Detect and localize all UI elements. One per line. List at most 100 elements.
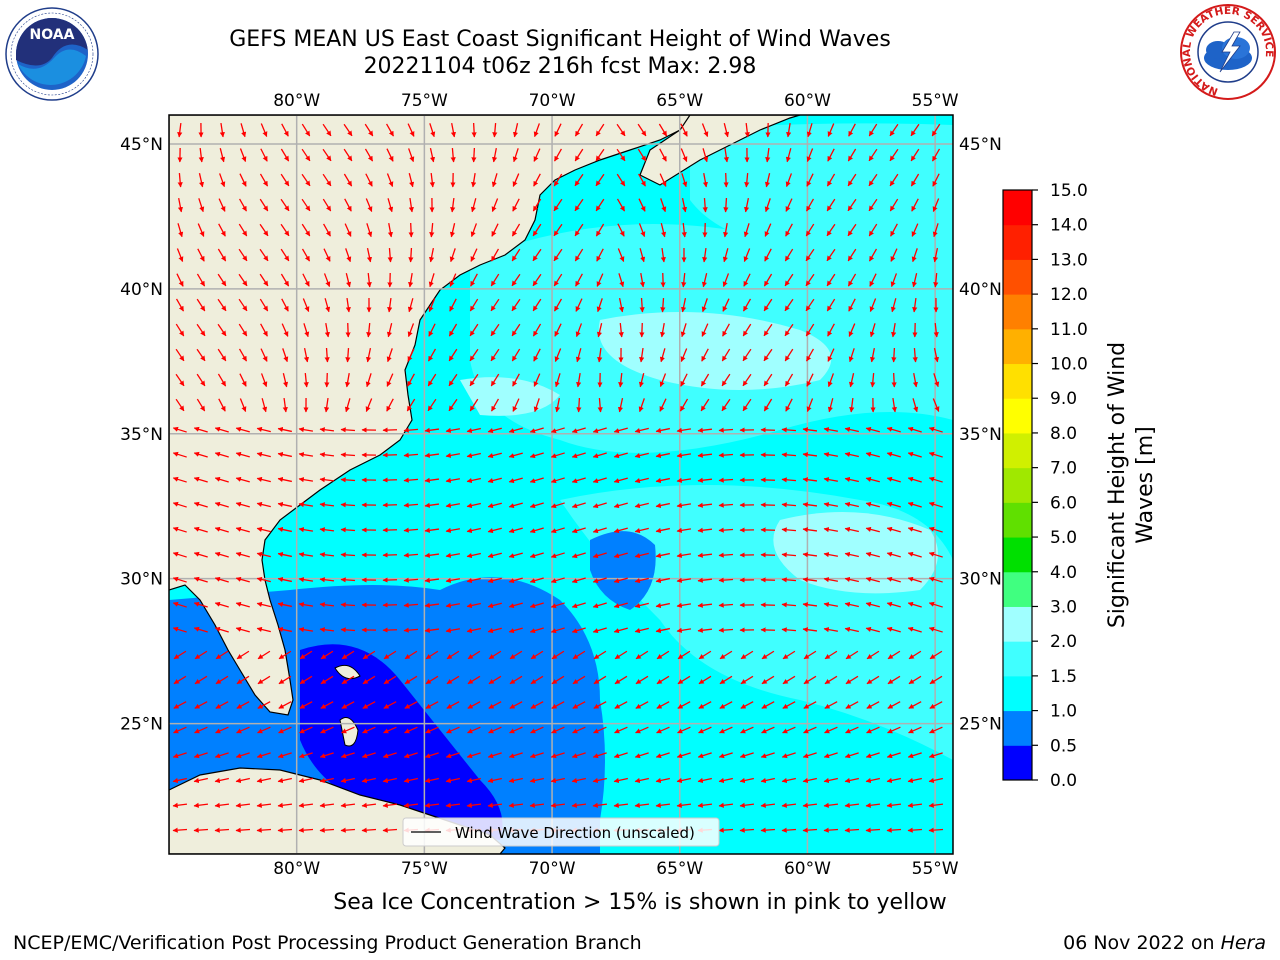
wave-arrow	[277, 451, 292, 458]
wave-arrow	[260, 373, 268, 388]
wave-arrow	[844, 576, 859, 583]
wave-arrow	[784, 273, 794, 287]
wave-arrow	[889, 123, 899, 137]
wave-arrow	[466, 777, 481, 784]
wave-arrow	[551, 675, 565, 685]
wave-arrow	[655, 502, 670, 509]
wave-arrow	[760, 777, 775, 784]
wave-arrow	[449, 273, 457, 287]
wave-arrow	[912, 398, 919, 413]
wave-arrow	[172, 426, 187, 433]
wave-arrow	[219, 122, 225, 138]
wave-arrow	[408, 272, 414, 288]
wave-arrow	[383, 650, 397, 660]
wave-arrow	[365, 198, 373, 212]
wave-arrow	[677, 650, 691, 660]
wave-arrow	[403, 577, 419, 583]
wave-arrow	[933, 373, 940, 388]
wave-arrow	[529, 452, 544, 459]
wave-arrow	[613, 627, 628, 634]
wave-arrow	[907, 827, 923, 833]
wave-arrow	[886, 752, 901, 759]
wave-arrow	[781, 777, 796, 784]
wave-arrow	[782, 701, 796, 709]
wave-arrow	[298, 452, 314, 458]
wave-arrow	[592, 577, 607, 584]
wave-arrow	[429, 123, 436, 138]
wave-arrow	[278, 701, 292, 709]
wave-arrow	[492, 148, 498, 163]
wave-arrow	[870, 348, 876, 363]
wave-arrow	[239, 398, 247, 412]
wave-arrow	[823, 777, 838, 784]
wave-arrow	[172, 802, 188, 808]
wave-arrow	[301, 173, 311, 187]
wave-arrow	[261, 398, 268, 413]
wave-arrow	[571, 802, 587, 808]
wave-arrow	[698, 675, 712, 685]
wave-arrow	[702, 148, 709, 163]
wave-arrow	[823, 477, 839, 483]
wave-arrow	[365, 373, 372, 388]
wave-arrow	[844, 601, 859, 608]
wave-arrow	[827, 123, 835, 137]
wave-arrow	[742, 398, 752, 412]
wave-arrow	[763, 273, 773, 287]
wave-arrow	[408, 222, 414, 238]
wave-arrow	[660, 223, 667, 238]
wave-arrow	[740, 650, 754, 660]
wave-arrow	[550, 527, 565, 534]
wave-arrow	[340, 752, 355, 759]
wave-arrow	[343, 148, 353, 162]
wave-arrow	[345, 273, 352, 288]
legend-label: Wind Wave Direction (unscaled)	[455, 824, 695, 842]
wave-arrow	[365, 398, 373, 412]
wave-arrow	[763, 298, 773, 312]
wave-arrow	[260, 348, 268, 362]
wave-arrow	[802, 827, 818, 833]
wave-arrow	[827, 323, 835, 337]
wave-arrow	[718, 552, 734, 558]
wave-arrow	[866, 675, 880, 685]
wave-arrow	[928, 752, 943, 759]
wave-arrow	[844, 827, 860, 833]
wave-arrow	[238, 348, 248, 362]
wave-arrow	[532, 223, 542, 237]
colorbar-swatch	[1003, 259, 1032, 295]
wave-arrow	[805, 298, 815, 312]
wave-arrow	[764, 198, 771, 213]
wave-arrow	[574, 148, 584, 162]
wave-arrow	[886, 476, 901, 483]
wave-arrow	[638, 173, 646, 187]
wave-arrow	[218, 398, 226, 412]
wave-arrow	[571, 602, 586, 609]
wave-arrow	[193, 501, 208, 508]
wave-arrow	[256, 501, 271, 508]
colorbar-swatch	[1003, 432, 1032, 469]
wave-arrow	[718, 777, 733, 784]
wave-arrow	[868, 223, 878, 237]
wave-arrow	[532, 198, 542, 212]
wave-arrow	[235, 451, 250, 458]
wave-arrow	[256, 827, 272, 833]
wave-arrow	[362, 650, 376, 660]
wave-arrow	[697, 552, 713, 558]
wave-arrow	[635, 726, 649, 734]
wave-arrow	[529, 627, 544, 634]
wave-arrow	[868, 198, 878, 212]
wave-arrow	[172, 601, 187, 608]
colorbar-tick: 0.5	[1050, 736, 1077, 756]
wave-arrow	[172, 476, 187, 483]
wave-arrow	[404, 726, 418, 734]
wave-arrow	[172, 501, 187, 508]
wave-arrow	[366, 223, 373, 238]
wave-arrow	[298, 477, 314, 483]
wave-arrow	[823, 502, 839, 508]
wave-arrow	[176, 273, 184, 287]
wave-arrow	[593, 701, 607, 709]
lat-tick-right: 35°N	[959, 425, 1002, 445]
wave-arrow	[887, 726, 901, 734]
wave-arrow	[487, 777, 502, 784]
wave-arrow	[806, 123, 813, 138]
wave-arrow	[215, 650, 229, 660]
